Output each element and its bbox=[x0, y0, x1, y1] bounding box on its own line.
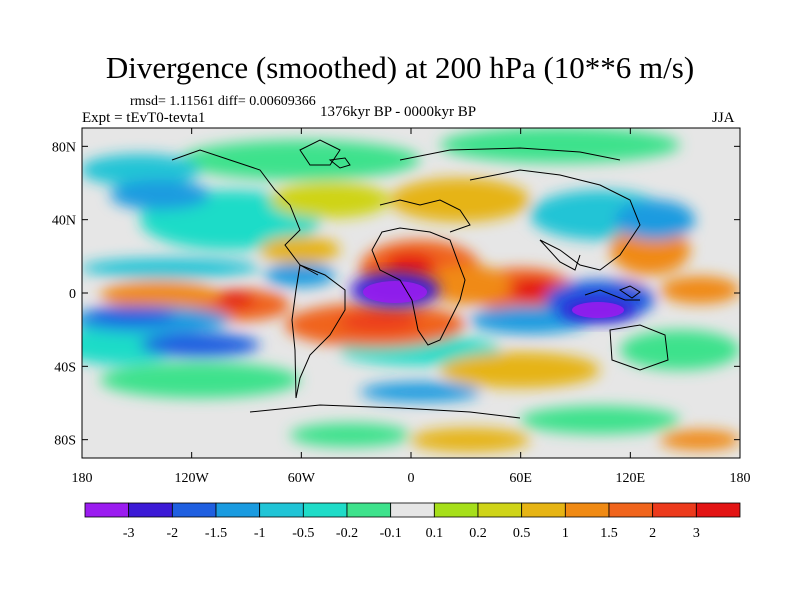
colorbar-swatch bbox=[695, 502, 741, 518]
colorbar-swatch bbox=[215, 502, 261, 518]
lon-tick-label: 120E bbox=[616, 471, 646, 486]
lon-tick-label: 0 bbox=[408, 471, 415, 486]
colorbar-swatch bbox=[652, 502, 697, 518]
colorbar-swatch bbox=[477, 502, 523, 518]
colorbar: -3 -2 -1.5 -1 -0.5 -0.2 -0.1 0.1 0.2 0.5 1 1.5 2 3 bbox=[84, 502, 741, 541]
colorbar-label: -1 bbox=[254, 526, 266, 541]
latitude-axis: 80N 40N 0 40S 80S bbox=[52, 140, 740, 449]
experiment-label: Expt = tEvT0-tevta1 bbox=[82, 110, 206, 126]
colorbar-label: 0.2 bbox=[469, 526, 487, 541]
colorbar-swatch bbox=[390, 502, 435, 518]
colorbar-label: 3 bbox=[693, 526, 700, 541]
colorbar-label: 1.5 bbox=[600, 526, 618, 541]
divergence-field bbox=[82, 128, 740, 458]
colorbar-label: -1.5 bbox=[205, 526, 227, 541]
colorbar-swatch bbox=[433, 502, 479, 518]
colorbar-label: -0.1 bbox=[380, 526, 402, 541]
lon-tick-label: 60E bbox=[509, 471, 532, 486]
colorbar-label: -3 bbox=[123, 526, 135, 541]
lon-tick-label: 60W bbox=[288, 471, 316, 486]
colorbar-swatch bbox=[346, 502, 392, 518]
map-title: Divergence (smoothed) at 200 hPa (10**6 … bbox=[105, 50, 695, 85]
colorbar-swatch bbox=[128, 502, 173, 518]
colorbar-swatch bbox=[171, 502, 217, 518]
longitude-axis: 180 120W 60W 0 60E 120E 180 bbox=[72, 128, 751, 486]
season-label: JJA bbox=[712, 110, 735, 126]
colorbar-label: 2 bbox=[649, 526, 656, 541]
lon-tick-label: 120W bbox=[175, 471, 210, 486]
lat-tick-label: 40N bbox=[52, 214, 76, 229]
colorbar-label: -2 bbox=[166, 526, 178, 541]
colorbar-swatch bbox=[608, 502, 654, 518]
lat-tick-label: 40S bbox=[54, 360, 76, 375]
colorbar-label: 0.5 bbox=[513, 526, 531, 541]
colorbar-swatch bbox=[259, 502, 304, 518]
colorbar-swatch bbox=[564, 502, 610, 518]
lon-tick-label: 180 bbox=[730, 471, 751, 486]
lon-tick-label: 180 bbox=[72, 471, 93, 486]
colorbar-label: 0.1 bbox=[426, 526, 444, 541]
colorbar-swatch bbox=[302, 502, 348, 518]
colorbar-swatch bbox=[84, 502, 130, 518]
colorbar-label: 1 bbox=[562, 526, 569, 541]
colorbar-label: -0.5 bbox=[292, 526, 314, 541]
lat-tick-label: 80S bbox=[54, 434, 76, 449]
colorbar-swatch bbox=[521, 502, 566, 518]
period-label: 1376kyr BP - 0000kyr BP bbox=[320, 104, 477, 120]
stats-line: rmsd= 1.11561 diff= 0.00609366 bbox=[130, 94, 316, 109]
lat-tick-label: 80N bbox=[52, 140, 76, 155]
colorbar-label: -0.2 bbox=[336, 526, 358, 541]
lat-tick-label: 0 bbox=[69, 287, 76, 302]
